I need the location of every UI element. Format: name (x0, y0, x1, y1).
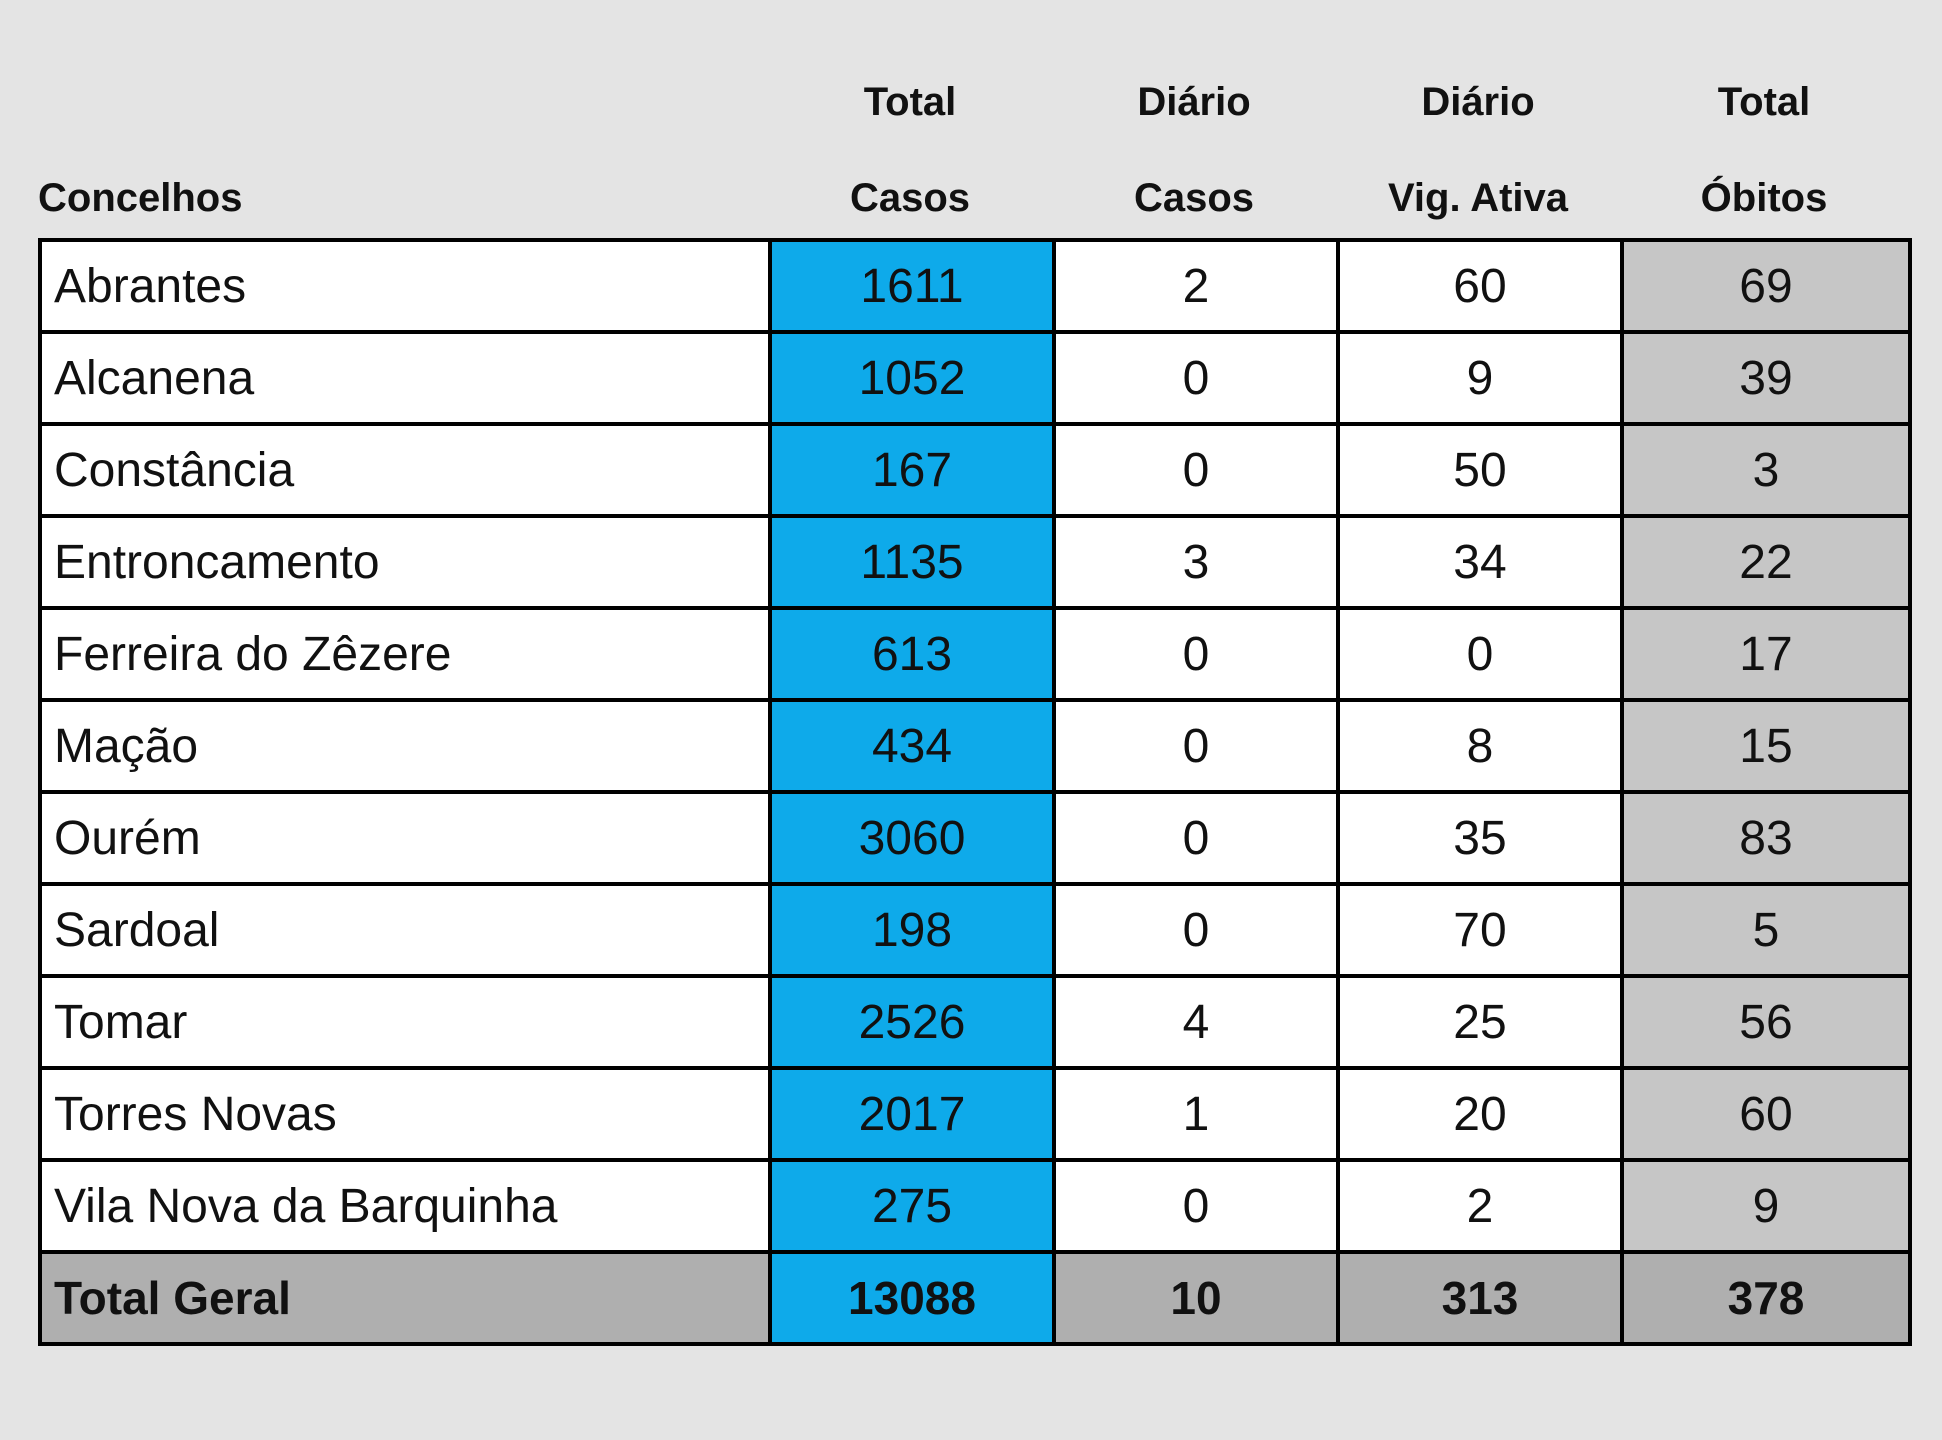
table-row: Alcanena 1052 0 9 39 (38, 330, 1912, 426)
total-casos-cell: 434 (768, 698, 1056, 794)
header-diario-casos: Diário Casos (1052, 0, 1336, 238)
diario-vig-cell: 35 (1336, 790, 1624, 886)
table-row: Mação 434 0 8 15 (38, 698, 1912, 794)
header-concelhos: Concelhos (38, 0, 780, 238)
total-casos-cell: 275 (768, 1158, 1056, 1254)
diario-vig-cell: 50 (1336, 422, 1624, 518)
diario-vig-cell: 34 (1336, 514, 1624, 610)
concelhos-table: Abrantes 1611 2 60 69 Alcanena 1052 0 9 … (38, 238, 1912, 1346)
total-obitos-cell: 3 (1620, 422, 1912, 518)
table-row: Vila Nova da Barquinha 275 0 2 9 (38, 1158, 1912, 1254)
header-total-obitos: Total Óbitos (1620, 0, 1908, 238)
diario-casos-cell: 3 (1052, 514, 1340, 610)
concelho-name: Ferreira do Zêzere (38, 606, 772, 702)
header-total-casos-line1: Total (863, 80, 957, 124)
diario-casos-cell: 0 (1052, 330, 1340, 426)
total-casos-cell: 1611 (768, 238, 1056, 334)
total-obitos-cell: 15 (1620, 698, 1912, 794)
concelho-name: Mação (38, 698, 772, 794)
diario-casos-cell: 0 (1052, 422, 1340, 518)
diario-casos-cell: 2 (1052, 238, 1340, 334)
total-geral-label: Total Geral (38, 1250, 772, 1346)
header-diario-casos-line1: Diário (1137, 80, 1251, 124)
concelho-name: Sardoal (38, 882, 772, 978)
diario-vig-cell: 60 (1336, 238, 1624, 334)
header-total-obitos-line1: Total (1717, 80, 1811, 124)
total-geral-casos: 13088 (768, 1250, 1056, 1346)
diario-casos-cell: 0 (1052, 698, 1340, 794)
header-total-casos: Total Casos (768, 0, 1052, 238)
header-diario-vig: Diário Vig. Ativa (1336, 0, 1620, 238)
total-casos-cell: 1135 (768, 514, 1056, 610)
total-casos-cell: 613 (768, 606, 1056, 702)
diario-casos-cell: 1 (1052, 1066, 1340, 1162)
table-row: Constância 167 0 50 3 (38, 422, 1912, 518)
total-casos-cell: 167 (768, 422, 1056, 518)
diario-vig-cell: 8 (1336, 698, 1624, 794)
total-obitos-cell: 56 (1620, 974, 1912, 1070)
diario-casos-cell: 0 (1052, 790, 1340, 886)
total-casos-cell: 2017 (768, 1066, 1056, 1162)
total-obitos-cell: 17 (1620, 606, 1912, 702)
diario-vig-cell: 20 (1336, 1066, 1624, 1162)
header-diario-vig-line1: Diário (1421, 80, 1535, 124)
total-obitos-cell: 5 (1620, 882, 1912, 978)
diario-casos-cell: 0 (1052, 606, 1340, 702)
total-obitos-cell: 60 (1620, 1066, 1912, 1162)
diario-casos-cell: 0 (1052, 1158, 1340, 1254)
table-row: Tomar 2526 4 25 56 (38, 974, 1912, 1070)
concelho-name: Tomar (38, 974, 772, 1070)
diario-vig-cell: 70 (1336, 882, 1624, 978)
table-row: Ourém 3060 0 35 83 (38, 790, 1912, 886)
table-row: Sardoal 198 0 70 5 (38, 882, 1912, 978)
total-casos-cell: 2526 (768, 974, 1056, 1070)
total-obitos-cell: 9 (1620, 1158, 1912, 1254)
diario-vig-cell: 2 (1336, 1158, 1624, 1254)
header-concelhos-label: Concelhos (38, 176, 243, 220)
concelho-name: Constância (38, 422, 772, 518)
diario-vig-cell: 0 (1336, 606, 1624, 702)
total-casos-cell: 1052 (768, 330, 1056, 426)
diario-vig-cell: 9 (1336, 330, 1624, 426)
total-geral-row: Total Geral 13088 10 313 378 (38, 1250, 1912, 1346)
concelho-name: Abrantes (38, 238, 772, 334)
header-diario-casos-line2: Casos (1133, 176, 1255, 220)
concelho-name: Ourém (38, 790, 772, 886)
concelho-name: Alcanena (38, 330, 772, 426)
table-row: Entroncamento 1135 3 34 22 (38, 514, 1912, 610)
concelho-name: Torres Novas (38, 1066, 772, 1162)
total-casos-cell: 3060 (768, 790, 1056, 886)
total-geral-diario-casos: 10 (1052, 1250, 1340, 1346)
table-row: Ferreira do Zêzere 613 0 0 17 (38, 606, 1912, 702)
total-obitos-cell: 22 (1620, 514, 1912, 610)
total-obitos-cell: 39 (1620, 330, 1912, 426)
table-row: Abrantes 1611 2 60 69 (38, 238, 1912, 334)
concelho-name: Vila Nova da Barquinha (38, 1158, 772, 1254)
header-total-casos-line2: Casos (849, 176, 971, 220)
total-obitos-cell: 83 (1620, 790, 1912, 886)
total-geral-obitos: 378 (1620, 1250, 1912, 1346)
diario-casos-cell: 0 (1052, 882, 1340, 978)
total-casos-cell: 198 (768, 882, 1056, 978)
diario-casos-cell: 4 (1052, 974, 1340, 1070)
total-geral-diario-vig: 313 (1336, 1250, 1624, 1346)
header-diario-vig-line2: Vig. Ativa (1387, 176, 1569, 220)
header-total-obitos-line2: Óbitos (1700, 176, 1828, 220)
table-header: Concelhos Total Casos Diário Casos Diári… (38, 0, 1908, 238)
diario-vig-cell: 25 (1336, 974, 1624, 1070)
total-obitos-cell: 69 (1620, 238, 1912, 334)
table-row: Torres Novas 2017 1 20 60 (38, 1066, 1912, 1162)
concelho-name: Entroncamento (38, 514, 772, 610)
